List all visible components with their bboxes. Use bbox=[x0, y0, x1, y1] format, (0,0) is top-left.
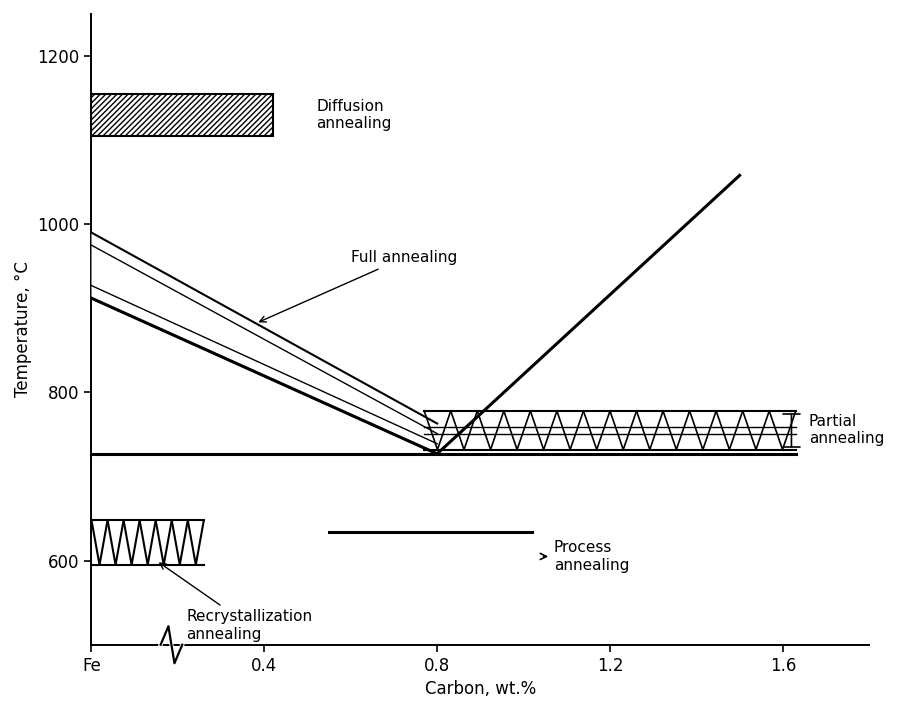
Text: Process
annealing: Process annealing bbox=[540, 540, 628, 572]
Y-axis label: Temperature, °C: Temperature, °C bbox=[14, 261, 32, 397]
Text: Partial
annealing: Partial annealing bbox=[808, 414, 883, 446]
Text: Full annealing: Full annealing bbox=[259, 251, 457, 322]
Polygon shape bbox=[329, 532, 532, 580]
Text: Recrystallization
annealing: Recrystallization annealing bbox=[160, 563, 312, 642]
Text: Diffusion
annealing: Diffusion annealing bbox=[316, 99, 391, 131]
Polygon shape bbox=[91, 233, 437, 454]
Polygon shape bbox=[91, 94, 273, 136]
X-axis label: Carbon, wt.%: Carbon, wt.% bbox=[424, 680, 535, 698]
